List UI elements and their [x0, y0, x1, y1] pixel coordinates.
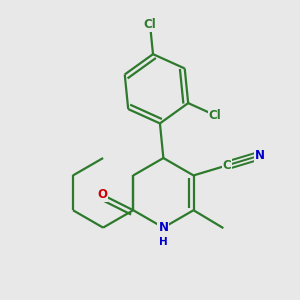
Text: C: C [223, 159, 231, 172]
Text: N: N [255, 149, 265, 162]
Text: Cl: Cl [209, 109, 221, 122]
Text: Cl: Cl [144, 18, 156, 31]
Text: N: N [158, 221, 168, 234]
Text: H: H [159, 237, 168, 247]
Text: O: O [97, 188, 107, 201]
